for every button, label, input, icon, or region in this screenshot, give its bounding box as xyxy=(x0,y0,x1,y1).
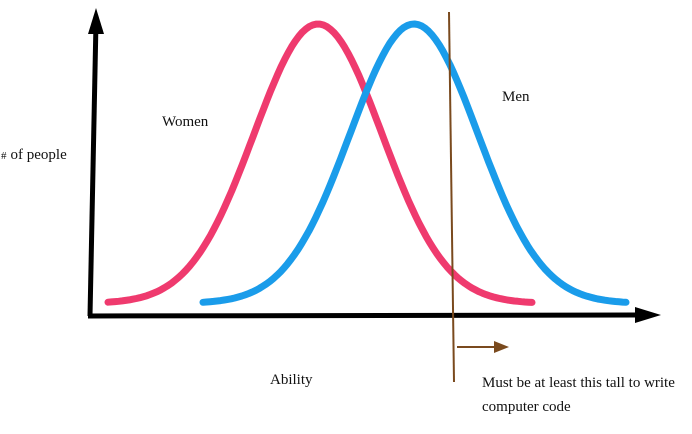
threshold-note: Must be at least this tall to write comp… xyxy=(482,375,675,415)
women-curve-label: Women xyxy=(162,114,209,130)
y-axis-label-text: of people xyxy=(10,147,67,163)
y-axis-label: # of people xyxy=(1,146,67,164)
y-axis xyxy=(87,21,99,317)
y-axis-label-symbol: # xyxy=(1,150,7,162)
threshold-arrowhead xyxy=(494,341,509,353)
distribution-curves xyxy=(104,20,630,306)
threshold-line xyxy=(448,11,455,383)
x-axis-arrowhead xyxy=(635,307,661,323)
y-axis-arrowhead xyxy=(88,8,104,34)
men-curve-label: Men xyxy=(502,89,530,105)
x-axis xyxy=(87,312,641,319)
x-axis-label: Ability xyxy=(270,372,313,388)
women-curve xyxy=(104,20,536,306)
men-curve xyxy=(199,20,630,306)
